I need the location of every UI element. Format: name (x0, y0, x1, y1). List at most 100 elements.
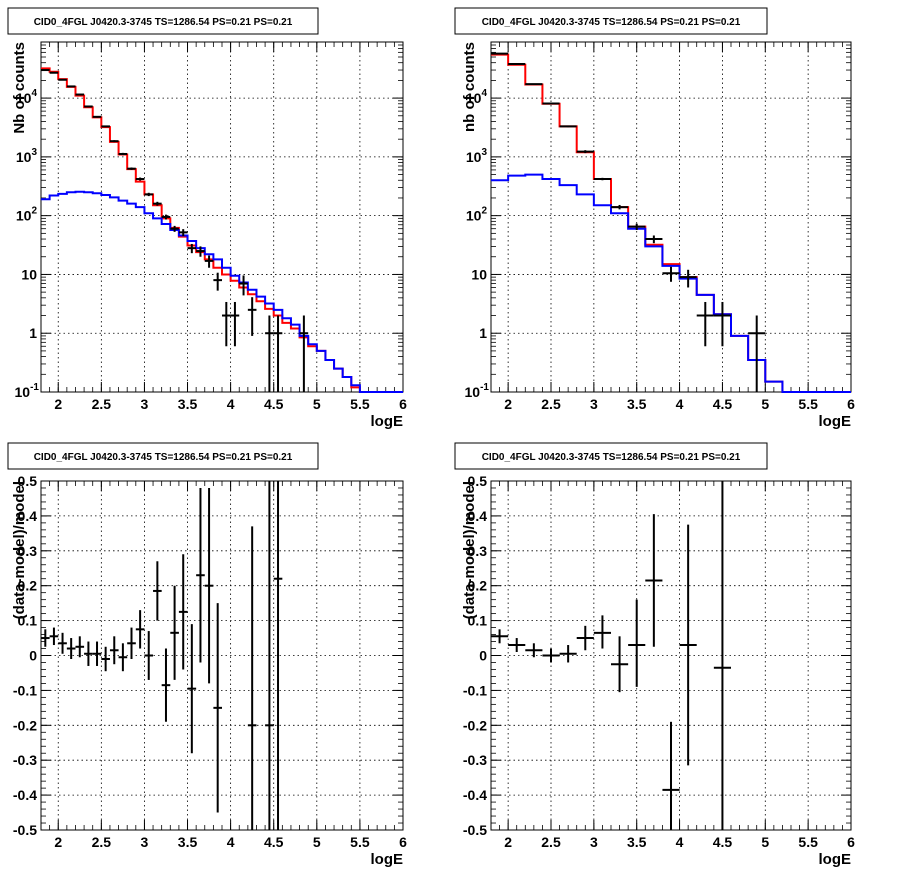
y-tick-label: -0.3 (13, 752, 37, 768)
data-point (559, 125, 577, 128)
x-axis-label: logE (819, 413, 852, 430)
y-tick-label: 0.3 (468, 543, 488, 559)
data-point (559, 645, 577, 663)
title-box (454, 7, 768, 35)
data-point (247, 297, 257, 336)
data-point (525, 83, 543, 86)
chart-title: CID0_4FGL J0420.3-3745 TS=1286.54 PS=0.2… (34, 452, 293, 463)
data-point (576, 150, 594, 154)
data-point (542, 102, 560, 105)
y-tick-label: 1 (479, 325, 487, 341)
data-point (265, 315, 274, 392)
chart-title: CID0_4FGL J0420.3-3745 TS=1286.54 PS=0.2… (482, 17, 741, 28)
title-box (7, 442, 319, 470)
y-tick-label: 1 (29, 325, 37, 341)
data-point (66, 638, 76, 659)
y-axis-label: (data-model)/model (461, 481, 478, 619)
x-tick-label: 3.5 (178, 396, 198, 412)
x-axis-label: logE (371, 851, 404, 868)
x-tick-label: 5.5 (350, 834, 370, 850)
data-point (118, 152, 128, 156)
y-axis-label: nb of counts (461, 42, 478, 132)
x-tick-label: 4 (227, 396, 235, 412)
y-axis-label: Nb of counts (11, 42, 28, 134)
data-point (222, 301, 231, 347)
x-tick-label: 2.5 (92, 396, 112, 412)
title-box (454, 442, 768, 470)
x-axis-label: logE (371, 413, 404, 430)
y-tick-label: 102 (16, 206, 38, 224)
y-tick-label: 103 (466, 147, 488, 165)
data-point (508, 63, 526, 66)
y-tick-label: -0.2 (463, 717, 487, 733)
data-point (213, 603, 222, 813)
plot-frame (490, 41, 852, 393)
y-tick-label: -0.2 (13, 717, 37, 733)
y-tick-label: -0.4 (463, 787, 487, 803)
data-point (196, 246, 205, 257)
y-tick-label: -0.1 (13, 682, 37, 698)
data-point (66, 85, 76, 88)
x-tick-label: 3.5 (627, 396, 647, 412)
histogram-series-blue (491, 173, 851, 393)
x-tick-label: 3 (141, 834, 149, 850)
y-tick-label: 10 (471, 266, 487, 282)
y-tick-label: 0 (29, 648, 37, 664)
y-tick-label: 0.4 (468, 508, 488, 524)
data-point (645, 514, 663, 647)
y-tick-label: 10 (21, 266, 37, 282)
data-point (101, 125, 110, 128)
data-point (187, 624, 197, 754)
data-point (161, 648, 171, 722)
x-tick-label: 5.5 (350, 396, 370, 412)
data-point (611, 204, 629, 210)
data-point (178, 554, 188, 670)
data-point (273, 315, 283, 392)
x-tick-label: 5 (761, 834, 769, 850)
data-point (525, 643, 543, 658)
x-tick-label: 4 (676, 396, 684, 412)
data-point (118, 643, 128, 672)
y-tick-label: 103 (16, 147, 38, 165)
y-tick-label: 0.1 (468, 613, 488, 629)
chart-title: CID0_4FGL J0420.3-3745 TS=1286.54 PS=0.2… (482, 452, 741, 463)
data-point (178, 229, 188, 237)
chart-panel-2: 2 2.5 3 3.5 4 4.5 5 5.5 6 10-1 1 10 102 103 104 CID0_4F… (454, 7, 855, 430)
y-tick-label: 0.2 (468, 578, 488, 594)
data-point (628, 223, 646, 231)
data-point (49, 71, 59, 74)
data-point (645, 235, 663, 244)
data-point (109, 636, 119, 665)
data-point (196, 487, 205, 663)
data-point (75, 636, 85, 658)
data-point (75, 93, 85, 96)
data-point (662, 266, 680, 282)
data-point (187, 243, 197, 254)
data-point (127, 167, 136, 170)
y-tick-label: 0.3 (18, 543, 38, 559)
x-tick-label: 3 (141, 396, 149, 412)
y-tick-label: 10-1 (465, 382, 490, 400)
data-point (713, 481, 731, 830)
y-tick-label: 10-1 (15, 382, 40, 400)
x-tick-label: 2 (504, 834, 512, 850)
x-tick-label: 3.5 (627, 834, 647, 850)
data-point (239, 275, 248, 296)
y-tick-label: 0.2 (18, 578, 38, 594)
data-point (247, 526, 257, 830)
x-tick-label: 5.5 (798, 834, 818, 850)
title-box (7, 7, 319, 35)
chart-title: CID0_4FGL J0420.3-3745 TS=1286.54 PS=0.2… (34, 17, 293, 28)
data-point (127, 627, 136, 659)
data-point (41, 629, 50, 647)
data-point (299, 315, 309, 392)
x-tick-label: 5 (761, 396, 769, 412)
data-point (58, 632, 67, 654)
data-point (170, 585, 179, 680)
data-point (49, 627, 59, 646)
x-tick-label: 4.5 (264, 396, 284, 412)
x-tick-label: 3 (590, 396, 598, 412)
data-point (542, 648, 560, 663)
